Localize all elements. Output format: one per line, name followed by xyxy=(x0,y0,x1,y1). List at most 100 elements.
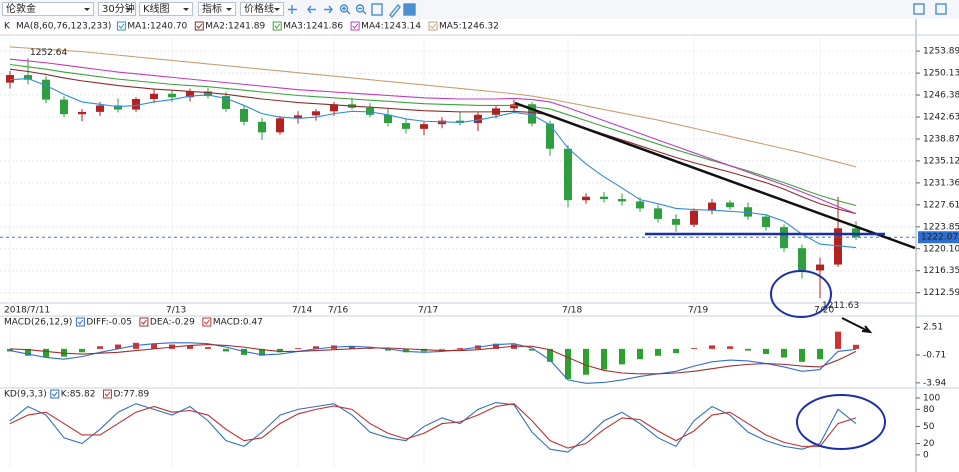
y-tick-label: 1212.59 xyxy=(923,288,959,298)
candle-body xyxy=(816,264,824,271)
macd-bar xyxy=(295,348,301,349)
y-tick-label: 100 xyxy=(923,393,940,403)
legend-check xyxy=(196,23,203,29)
right-icon[interactable] xyxy=(324,5,333,14)
legend-swatch xyxy=(102,389,112,399)
candle-body xyxy=(114,105,122,110)
legend-label: MA3:1241.86 xyxy=(283,22,343,32)
panel-label: K xyxy=(4,22,11,32)
left-icon[interactable] xyxy=(307,5,316,14)
legend-check xyxy=(352,23,358,29)
y-tick-label: 50 xyxy=(923,422,935,432)
y-tick-label: 1231.36 xyxy=(923,178,959,188)
crosshair-icon[interactable] xyxy=(288,5,297,14)
macd-bar xyxy=(745,348,751,351)
macd-bar xyxy=(223,348,229,352)
legend-check xyxy=(104,391,111,397)
export-icon[interactable] xyxy=(371,3,383,16)
ma-label: MA(8,60,76,123,233) xyxy=(16,22,111,32)
macd-bar xyxy=(655,348,661,356)
legend-check xyxy=(118,23,125,29)
legend-swatch xyxy=(194,21,204,31)
period-select[interactable]: 30分钟 xyxy=(98,2,136,16)
candle-body xyxy=(546,123,554,149)
candle-body xyxy=(744,207,752,217)
legend-swatch xyxy=(50,389,60,399)
chart-type-select[interactable]: K线图 xyxy=(139,2,193,16)
ma-line xyxy=(9,63,857,207)
legend-check xyxy=(430,23,436,29)
y-tick-label: 1246.38 xyxy=(923,91,959,101)
macd-bar xyxy=(43,348,49,358)
macd-bar xyxy=(151,343,157,349)
macd-bar xyxy=(565,348,571,380)
candle-body xyxy=(636,201,644,209)
candle-body xyxy=(726,202,734,208)
y-tick-label: 1227.61 xyxy=(923,200,959,210)
legend-label: D:77.89 xyxy=(113,390,149,400)
macd-bar xyxy=(709,345,715,349)
zoom-out-icon[interactable] xyxy=(355,4,365,13)
candle-body xyxy=(654,208,662,219)
legend-swatch xyxy=(75,317,85,327)
panel-title: MACD(26,12,9) xyxy=(4,318,72,328)
link-icon[interactable] xyxy=(403,3,416,16)
macd-bar xyxy=(25,348,31,356)
toolbar: 伦敦金 30分钟 K线图 指标 价格线 xyxy=(0,0,959,20)
macd-bar xyxy=(115,344,121,349)
x-tick-label: 7/17 xyxy=(418,306,438,316)
legend-swatch xyxy=(272,21,282,31)
candle-body xyxy=(384,114,392,123)
draw-icon[interactable] xyxy=(389,3,401,19)
ma-line xyxy=(9,46,857,168)
macd-bar xyxy=(187,345,193,349)
zoom-in-icon[interactable] xyxy=(339,4,349,13)
macd-bar xyxy=(601,348,607,370)
legend-label: DEA:-0.29 xyxy=(150,318,195,328)
candle-body xyxy=(186,91,194,98)
candle-body xyxy=(60,99,68,115)
symbol-select[interactable]: 伦敦金 xyxy=(2,2,94,16)
x-tick-label: 7/20 xyxy=(814,306,834,316)
macd-bar xyxy=(385,348,391,351)
candle-body xyxy=(330,104,338,112)
candle-body xyxy=(438,120,446,125)
candle-body xyxy=(258,121,266,133)
extreme-label: 1211.63 xyxy=(822,301,859,311)
legend-label: MACD:0.47 xyxy=(213,318,263,328)
macd-bar xyxy=(313,346,319,349)
y-tick-label: 1223.85 xyxy=(923,222,959,232)
ma-line xyxy=(9,58,857,215)
candle-body xyxy=(132,99,140,110)
x-tick-label: 7/13 xyxy=(166,306,186,316)
macd-bar xyxy=(673,348,679,354)
window-icon[interactable] xyxy=(935,3,947,15)
macd-bar xyxy=(763,348,769,355)
candle-body xyxy=(798,248,806,271)
macd-bar xyxy=(547,348,553,362)
legend-label: MA5:1246.32 xyxy=(439,22,499,32)
last-price-tag xyxy=(918,231,959,244)
y-tick-label: 0 xyxy=(923,450,929,460)
panel-title: KD(9,3,3) xyxy=(4,390,47,400)
y-tick-label: 2.51 xyxy=(923,323,943,333)
candle-body xyxy=(510,104,518,109)
candle-body xyxy=(42,79,50,100)
macd-bar xyxy=(529,348,535,351)
ma-line xyxy=(9,77,857,249)
legend-label: K:85.82 xyxy=(61,390,96,400)
candle-body xyxy=(276,118,284,133)
arrow xyxy=(841,317,873,334)
legend-swatch xyxy=(116,21,126,31)
candle-body xyxy=(222,96,230,109)
candle-body xyxy=(582,196,590,201)
macd-bar xyxy=(259,348,265,356)
price-line-select[interactable]: 价格线 xyxy=(240,2,284,16)
drawings xyxy=(514,101,916,450)
legend-label: MA4:1243.14 xyxy=(361,22,421,32)
legend-swatch xyxy=(428,21,438,31)
legend-check xyxy=(51,391,58,397)
window-icon[interactable] xyxy=(913,3,925,15)
indicator-select[interactable]: 指标 xyxy=(198,2,236,16)
extreme-label: 1252.64 xyxy=(30,48,67,58)
